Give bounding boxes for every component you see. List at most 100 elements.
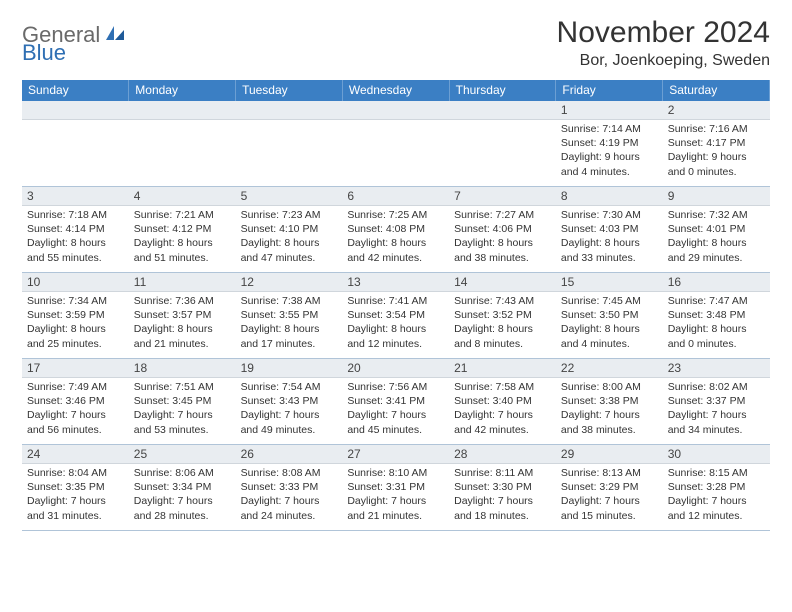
- sunrise-text: Sunrise: 8:04 AM: [27, 466, 124, 480]
- sunset-text: Sunset: 3:40 PM: [454, 394, 551, 408]
- dl1-text: Daylight: 8 hours: [27, 236, 124, 250]
- calendar-cell: 13Sunrise: 7:41 AMSunset: 3:54 PMDayligh…: [342, 273, 449, 359]
- dl1-text: Daylight: 7 hours: [27, 408, 124, 422]
- sunrise-text: Sunrise: 7:41 AM: [347, 294, 444, 308]
- dl1-text: Daylight: 7 hours: [241, 494, 338, 508]
- day-info: Sunrise: 8:13 AMSunset: 3:29 PMDaylight:…: [556, 464, 663, 523]
- sunrise-text: Sunrise: 7:47 AM: [668, 294, 765, 308]
- weekday-header: Thursday: [449, 80, 556, 101]
- day-info: Sunrise: 7:47 AMSunset: 3:48 PMDaylight:…: [663, 292, 770, 351]
- day-info: Sunrise: 7:18 AMSunset: 4:14 PMDaylight:…: [22, 206, 129, 265]
- sunrise-text: Sunrise: 7:23 AM: [241, 208, 338, 222]
- calendar-cell: 23Sunrise: 8:02 AMSunset: 3:37 PMDayligh…: [663, 359, 770, 445]
- dl1-text: Daylight: 7 hours: [134, 408, 231, 422]
- day-number: 18: [129, 359, 236, 378]
- dl2-text: and 45 minutes.: [347, 423, 444, 437]
- sunset-text: Sunset: 3:50 PM: [561, 308, 658, 322]
- dl1-text: Daylight: 7 hours: [668, 494, 765, 508]
- calendar-row: 3Sunrise: 7:18 AMSunset: 4:14 PMDaylight…: [22, 187, 770, 273]
- sunset-text: Sunset: 4:12 PM: [134, 222, 231, 236]
- day-number: 14: [449, 273, 556, 292]
- day-number: 28: [449, 445, 556, 464]
- day-number: 11: [129, 273, 236, 292]
- day-number-empty: [236, 101, 343, 120]
- day-info: Sunrise: 8:06 AMSunset: 3:34 PMDaylight:…: [129, 464, 236, 523]
- dl2-text: and 21 minutes.: [347, 509, 444, 523]
- dl1-text: Daylight: 7 hours: [561, 408, 658, 422]
- sunset-text: Sunset: 3:57 PM: [134, 308, 231, 322]
- sunrise-text: Sunrise: 7:43 AM: [454, 294, 551, 308]
- dl2-text: and 31 minutes.: [27, 509, 124, 523]
- calendar-cell: 28Sunrise: 8:11 AMSunset: 3:30 PMDayligh…: [449, 445, 556, 531]
- day-info: Sunrise: 7:41 AMSunset: 3:54 PMDaylight:…: [342, 292, 449, 351]
- dl2-text: and 38 minutes.: [454, 251, 551, 265]
- dl1-text: Daylight: 8 hours: [668, 322, 765, 336]
- sunrise-text: Sunrise: 7:25 AM: [347, 208, 444, 222]
- day-number: 13: [342, 273, 449, 292]
- weekday-header: Wednesday: [342, 80, 449, 101]
- sunset-text: Sunset: 3:43 PM: [241, 394, 338, 408]
- header: General November 2024 Bor, Joenkoeping, …: [22, 16, 770, 70]
- sunrise-text: Sunrise: 8:02 AM: [668, 380, 765, 394]
- day-info: Sunrise: 7:27 AMSunset: 4:06 PMDaylight:…: [449, 206, 556, 265]
- calendar-cell: 29Sunrise: 8:13 AMSunset: 3:29 PMDayligh…: [556, 445, 663, 531]
- location-text: Bor, Joenkoeping, Sweden: [557, 52, 770, 70]
- day-info: Sunrise: 8:02 AMSunset: 3:37 PMDaylight:…: [663, 378, 770, 437]
- day-number: 16: [663, 273, 770, 292]
- calendar-cell: [342, 101, 449, 187]
- sunset-text: Sunset: 4:17 PM: [668, 136, 765, 150]
- calendar-cell: 11Sunrise: 7:36 AMSunset: 3:57 PMDayligh…: [129, 273, 236, 359]
- day-info: Sunrise: 7:58 AMSunset: 3:40 PMDaylight:…: [449, 378, 556, 437]
- calendar-cell: 14Sunrise: 7:43 AMSunset: 3:52 PMDayligh…: [449, 273, 556, 359]
- sunset-text: Sunset: 3:45 PM: [134, 394, 231, 408]
- dl1-text: Daylight: 8 hours: [134, 236, 231, 250]
- dl2-text: and 42 minutes.: [454, 423, 551, 437]
- sunrise-text: Sunrise: 8:11 AM: [454, 466, 551, 480]
- calendar-cell: [449, 101, 556, 187]
- dl1-text: Daylight: 8 hours: [454, 236, 551, 250]
- sail-icon: [104, 24, 126, 47]
- day-number: 26: [236, 445, 343, 464]
- sunrise-text: Sunrise: 7:30 AM: [561, 208, 658, 222]
- dl2-text: and 51 minutes.: [134, 251, 231, 265]
- sunset-text: Sunset: 3:35 PM: [27, 480, 124, 494]
- sunrise-text: Sunrise: 7:38 AM: [241, 294, 338, 308]
- sunrise-text: Sunrise: 7:58 AM: [454, 380, 551, 394]
- dl2-text: and 4 minutes.: [561, 165, 658, 179]
- sunrise-text: Sunrise: 7:18 AM: [27, 208, 124, 222]
- day-number: 12: [236, 273, 343, 292]
- sunrise-text: Sunrise: 8:00 AM: [561, 380, 658, 394]
- day-number: 17: [22, 359, 129, 378]
- day-number: 29: [556, 445, 663, 464]
- weekday-header: Monday: [129, 80, 236, 101]
- calendar-cell: 22Sunrise: 8:00 AMSunset: 3:38 PMDayligh…: [556, 359, 663, 445]
- sunrise-text: Sunrise: 7:36 AM: [134, 294, 231, 308]
- dl2-text: and 12 minutes.: [668, 509, 765, 523]
- sunset-text: Sunset: 3:28 PM: [668, 480, 765, 494]
- day-number: 24: [22, 445, 129, 464]
- dl1-text: Daylight: 8 hours: [561, 322, 658, 336]
- calendar-cell: [22, 101, 129, 187]
- day-number: 8: [556, 187, 663, 206]
- calendar-cell: 3Sunrise: 7:18 AMSunset: 4:14 PMDaylight…: [22, 187, 129, 273]
- dl2-text: and 8 minutes.: [454, 337, 551, 351]
- sunrise-text: Sunrise: 7:16 AM: [668, 122, 765, 136]
- sunrise-text: Sunrise: 7:21 AM: [134, 208, 231, 222]
- day-number: 21: [449, 359, 556, 378]
- day-info: Sunrise: 8:15 AMSunset: 3:28 PMDaylight:…: [663, 464, 770, 523]
- day-info: Sunrise: 7:32 AMSunset: 4:01 PMDaylight:…: [663, 206, 770, 265]
- sunrise-text: Sunrise: 8:08 AM: [241, 466, 338, 480]
- sunrise-text: Sunrise: 8:06 AM: [134, 466, 231, 480]
- calendar-cell: 10Sunrise: 7:34 AMSunset: 3:59 PMDayligh…: [22, 273, 129, 359]
- sunset-text: Sunset: 3:41 PM: [347, 394, 444, 408]
- sunset-text: Sunset: 4:03 PM: [561, 222, 658, 236]
- day-info: Sunrise: 7:38 AMSunset: 3:55 PMDaylight:…: [236, 292, 343, 351]
- weekday-header: Saturday: [663, 80, 770, 101]
- dl1-text: Daylight: 7 hours: [27, 494, 124, 508]
- weekday-header: Tuesday: [236, 80, 343, 101]
- title-block: November 2024 Bor, Joenkoeping, Sweden: [557, 16, 770, 70]
- sunset-text: Sunset: 3:46 PM: [27, 394, 124, 408]
- calendar-table: Sunday Monday Tuesday Wednesday Thursday…: [22, 80, 770, 531]
- calendar-cell: 7Sunrise: 7:27 AMSunset: 4:06 PMDaylight…: [449, 187, 556, 273]
- day-number-empty: [129, 101, 236, 120]
